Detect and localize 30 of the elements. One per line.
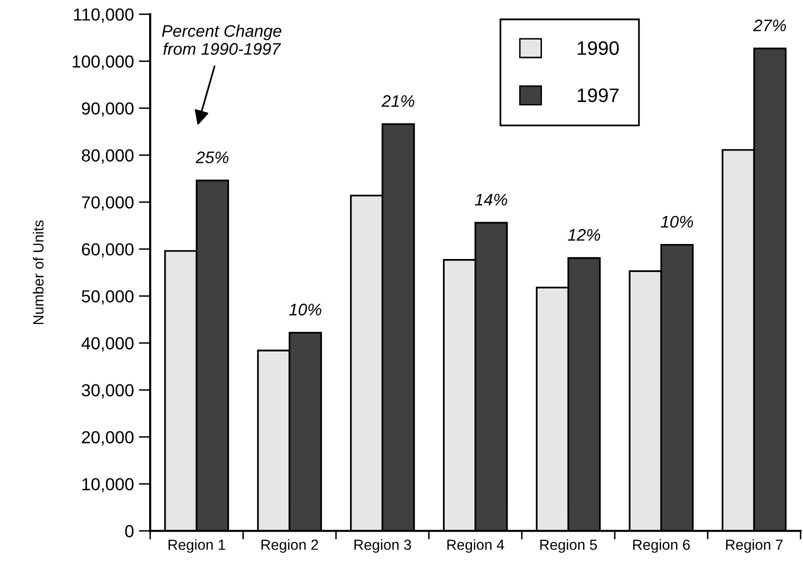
y-axis-title: Number of Units (32, 220, 44, 324)
annotation: 21% (381, 95, 414, 107)
x-tick-label: Region 2 (262, 539, 318, 553)
y-tick-label: 10,000 (82, 478, 134, 492)
y-tick-label: 110,000 (74, 8, 134, 23)
annotation: 14% (474, 194, 508, 206)
x-tick-label: Region 4 (447, 539, 504, 553)
annotation: 25% (196, 152, 228, 164)
y-tick-label: 50,000 (82, 290, 134, 305)
y-tick-label: 30,000 (82, 384, 134, 398)
x-tick-label: Region 7 (726, 539, 783, 553)
annotation: 10% (289, 304, 322, 316)
y-tick-label: 100,000 (72, 55, 134, 70)
x-tick-label: Region 3 (354, 539, 412, 553)
annotation: Percent Change from 1990-1997 (162, 24, 282, 55)
y-tick-label: 60,000 (82, 243, 134, 258)
y-tick-label: 90,000 (82, 102, 134, 117)
y-tick-label: 0 (125, 525, 134, 538)
y-tick-label: 80,000 (82, 149, 134, 164)
legend-label: 1997 (578, 88, 619, 102)
x-tick-label: Region 5 (540, 539, 597, 553)
annotation: 10% (660, 216, 693, 228)
x-tick-label: Region 1 (168, 539, 226, 553)
y-tick-label: 20,000 (82, 431, 134, 446)
annotation: 27% (753, 20, 786, 32)
y-tick-label: 40,000 (81, 337, 134, 352)
x-tick-label: Region 6 (633, 539, 690, 553)
y-tick-label: 70,000 (82, 196, 134, 211)
legend-label: 1990 (578, 41, 619, 55)
annotation: 12% (568, 229, 600, 241)
